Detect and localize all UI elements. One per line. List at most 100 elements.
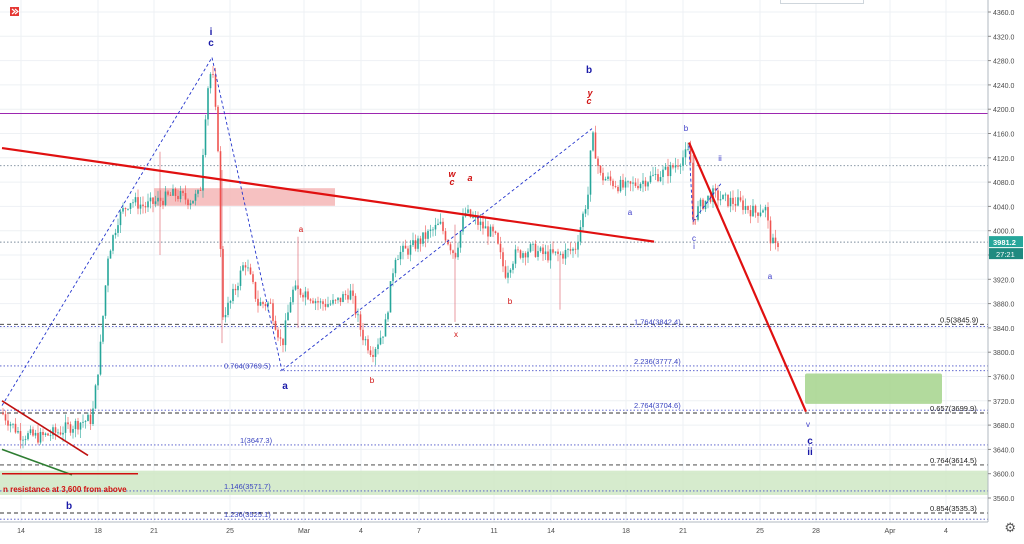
wave-label-c: c (807, 436, 813, 447)
candle-body (707, 195, 709, 201)
candle-body (754, 205, 757, 213)
candle-body (637, 185, 639, 189)
candle-body (394, 259, 397, 274)
candle-body (179, 191, 182, 200)
candle-body (129, 203, 132, 209)
candle-body (652, 174, 654, 176)
candle-body (502, 252, 504, 267)
candle-body (769, 220, 772, 244)
level-label: 1.236(3525.1) (224, 510, 271, 519)
candle-body (492, 226, 494, 232)
candle-body (532, 243, 534, 245)
candle-body (387, 312, 389, 320)
candle-body (544, 251, 547, 255)
wave-label-b: b (508, 297, 513, 306)
candle-body (432, 229, 434, 231)
current-price-label: 3981.2 (993, 238, 1016, 247)
level-label: 0.764(3769.5) (224, 362, 271, 371)
trendlines[interactable] (1, 57, 808, 476)
trendline-main-downtrend[interactable] (1, 146, 655, 243)
candle-body (489, 226, 492, 237)
candle-body (79, 422, 82, 430)
candle-body (189, 203, 192, 206)
candle-body (564, 249, 567, 259)
level-label: 0.854(3535.3) (930, 504, 977, 513)
candle-body (82, 421, 84, 423)
candle-body (134, 197, 137, 203)
candle-body (504, 266, 507, 278)
candle-body (229, 301, 232, 303)
candle-body (187, 199, 189, 206)
settings-gear-icon[interactable]: ⚙ (1004, 521, 1016, 536)
candle-body (682, 157, 684, 166)
candle-body (324, 304, 327, 307)
wave-path-dashed (688, 145, 694, 222)
candle-body (669, 165, 672, 177)
candle-body (537, 251, 539, 257)
candle-body (259, 302, 262, 306)
price-tick-label: 3880.0 (993, 302, 1015, 309)
candle-body (474, 217, 477, 218)
candle-body (354, 295, 357, 315)
candle-body (589, 150, 592, 195)
candle-body (47, 433, 49, 436)
candle-body (367, 339, 369, 351)
candle-body (659, 177, 662, 182)
wave-label-b: b (370, 376, 375, 385)
candle-body (737, 197, 739, 206)
candle-body (507, 272, 509, 278)
candle-body (342, 294, 344, 303)
candle-body (752, 205, 754, 217)
candle-body (389, 281, 392, 313)
candle-body (309, 299, 312, 301)
price-tick-label: 3840.0 (993, 326, 1015, 333)
candle-body (604, 178, 607, 181)
candle-body (139, 204, 142, 209)
candle-body (109, 250, 112, 259)
price-axis[interactable] (988, 0, 1024, 539)
level-label: 2.764(3704.6) (634, 401, 681, 410)
candle-body (739, 197, 742, 201)
candle-body (457, 247, 459, 258)
candle-body (154, 201, 157, 204)
candle-body (664, 166, 667, 170)
price-tick-label: 4360.0 (993, 10, 1015, 17)
candle-body (439, 221, 442, 224)
price-tick-label: 3680.0 (993, 423, 1015, 430)
candle-body (334, 299, 337, 301)
candle-body (562, 253, 564, 259)
candle-body (672, 165, 674, 168)
current-price-tag (989, 236, 1023, 248)
candle-body (274, 320, 277, 330)
candle-body (359, 314, 362, 330)
candle-body (694, 219, 697, 220)
trendline-small-downtrend[interactable] (1, 400, 89, 457)
candle-body (384, 319, 387, 337)
candle-body (282, 338, 284, 346)
level-label: 0.657(3699.9) (930, 404, 977, 413)
level-label: 2.236(3777.4) (634, 357, 681, 366)
candle-body (94, 385, 97, 409)
candle-body (584, 209, 587, 214)
candle-body (107, 258, 109, 286)
trendline-projection[interactable] (687, 142, 808, 413)
candle-body (169, 194, 172, 196)
candle-body (629, 181, 632, 184)
candle-body (397, 259, 399, 261)
trendline-support-line[interactable] (1, 448, 73, 476)
candle-body (357, 314, 359, 316)
candle-body (349, 290, 352, 300)
candle-body (494, 231, 497, 233)
candle-body (444, 231, 447, 241)
candle-body (677, 165, 679, 167)
candle-body (427, 230, 429, 239)
candle-body (477, 217, 479, 225)
candle-body (437, 223, 439, 225)
candle-body (59, 432, 62, 435)
candle-body (702, 199, 704, 210)
candle-body (322, 301, 324, 305)
candle-body (264, 304, 267, 307)
toolbar-tab[interactable] (780, 0, 864, 4)
